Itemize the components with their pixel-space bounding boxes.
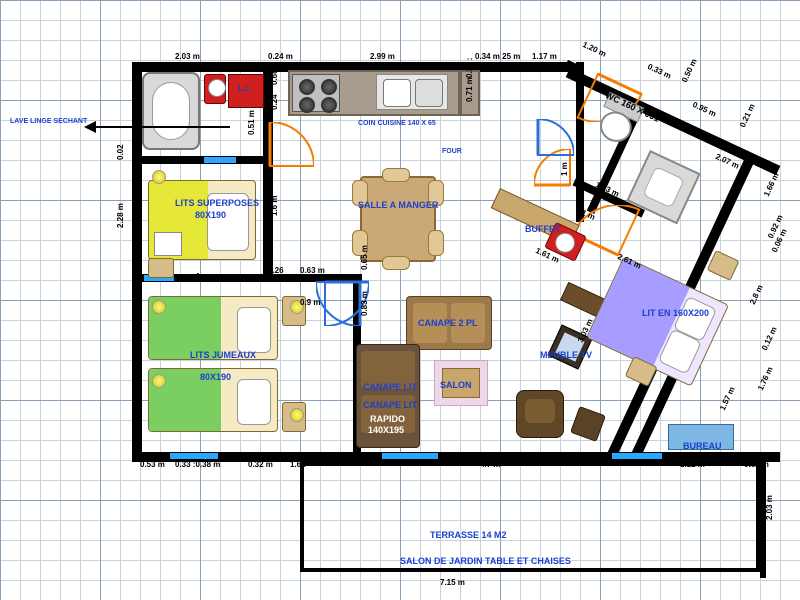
room-label: LITS SUPERPOSES: [175, 198, 259, 208]
dimension-label: 0.83 m: [360, 291, 369, 316]
dimension-label: 0.34 :: [465, 58, 474, 78]
dimension-label: 0.53 m: [140, 460, 165, 469]
room-label: SALON: [440, 380, 472, 390]
room-label: SALLE A MANGER: [358, 200, 438, 210]
dimension-label: 0.33 :0.38 m: [175, 460, 220, 469]
room-label: 80X190: [195, 210, 226, 220]
dimension-label: 1.61: [290, 460, 306, 469]
room-label: CANAPE 2 PL: [418, 318, 478, 328]
room-label: LIT EN 160X200: [642, 308, 709, 318]
dimension-label: 0.63 m: [300, 266, 325, 275]
dimension-label: 0.24 m: [268, 52, 293, 61]
room-label: TERRASSE 14 M2: [430, 530, 507, 540]
room-label: SALON DE JARDIN TABLE ET CHAISES: [400, 556, 571, 566]
room-label: CANAPE LIT: [363, 382, 417, 392]
dimension-label: 1 m: [560, 162, 569, 176]
room-label: 80X190: [200, 372, 231, 382]
room-label: CANAPE LIT: [363, 400, 417, 410]
dimension-label: 0.65 m: [360, 245, 369, 270]
floorplan-canvas: L.LLAVE LINGE SECHANTLITS SUPERPOSES80X1…: [0, 0, 800, 600]
dimension-label: 0.71 m: [465, 77, 474, 102]
dimension-label: 0.68: [270, 69, 279, 85]
room-label: 140X195: [368, 425, 404, 435]
dimension-label: 0.24: [270, 94, 279, 110]
dimension-label: 0.9 m: [300, 298, 320, 307]
dimension-label: 7.15 m: [440, 578, 465, 587]
dimension-label: 0.34 m 25 m: [475, 52, 520, 61]
dimension-label: 2.99 m: [370, 52, 395, 61]
room-label: BUREAU: [683, 441, 722, 451]
dimension-label: 2.03 m: [175, 52, 200, 61]
room-label: COIN CUISINE 140 X 65: [358, 120, 436, 127]
dimension-label: 1.17 m: [532, 52, 557, 61]
dimension-label: 0.02: [116, 144, 125, 160]
dimension-label: 0.62 m: [744, 460, 769, 469]
dimension-label: 2.03 m: [765, 495, 774, 520]
room-label: LITS JUMEAUX: [190, 350, 256, 360]
dimension-label: 1.6 m: [270, 196, 279, 216]
room-label: LAVE LINGE SECHANT: [10, 118, 87, 125]
room-label: FOUR: [442, 148, 462, 155]
dimension-label: 0.51 m: [247, 110, 256, 135]
dimension-label: 0.26: [268, 266, 284, 275]
room-label: BUFFET: [525, 224, 561, 234]
dimension-label: 1.12 m: [680, 460, 705, 469]
room-label: RAPIDO: [370, 414, 405, 424]
dimension-label: 0.32 m: [248, 460, 273, 469]
dimension-label: 4 m: [195, 272, 209, 281]
dimension-label: 4.7 m: [480, 460, 500, 469]
room-label: MEUBLE TV: [540, 350, 592, 360]
dimension-label: 2.28 m: [116, 203, 125, 228]
